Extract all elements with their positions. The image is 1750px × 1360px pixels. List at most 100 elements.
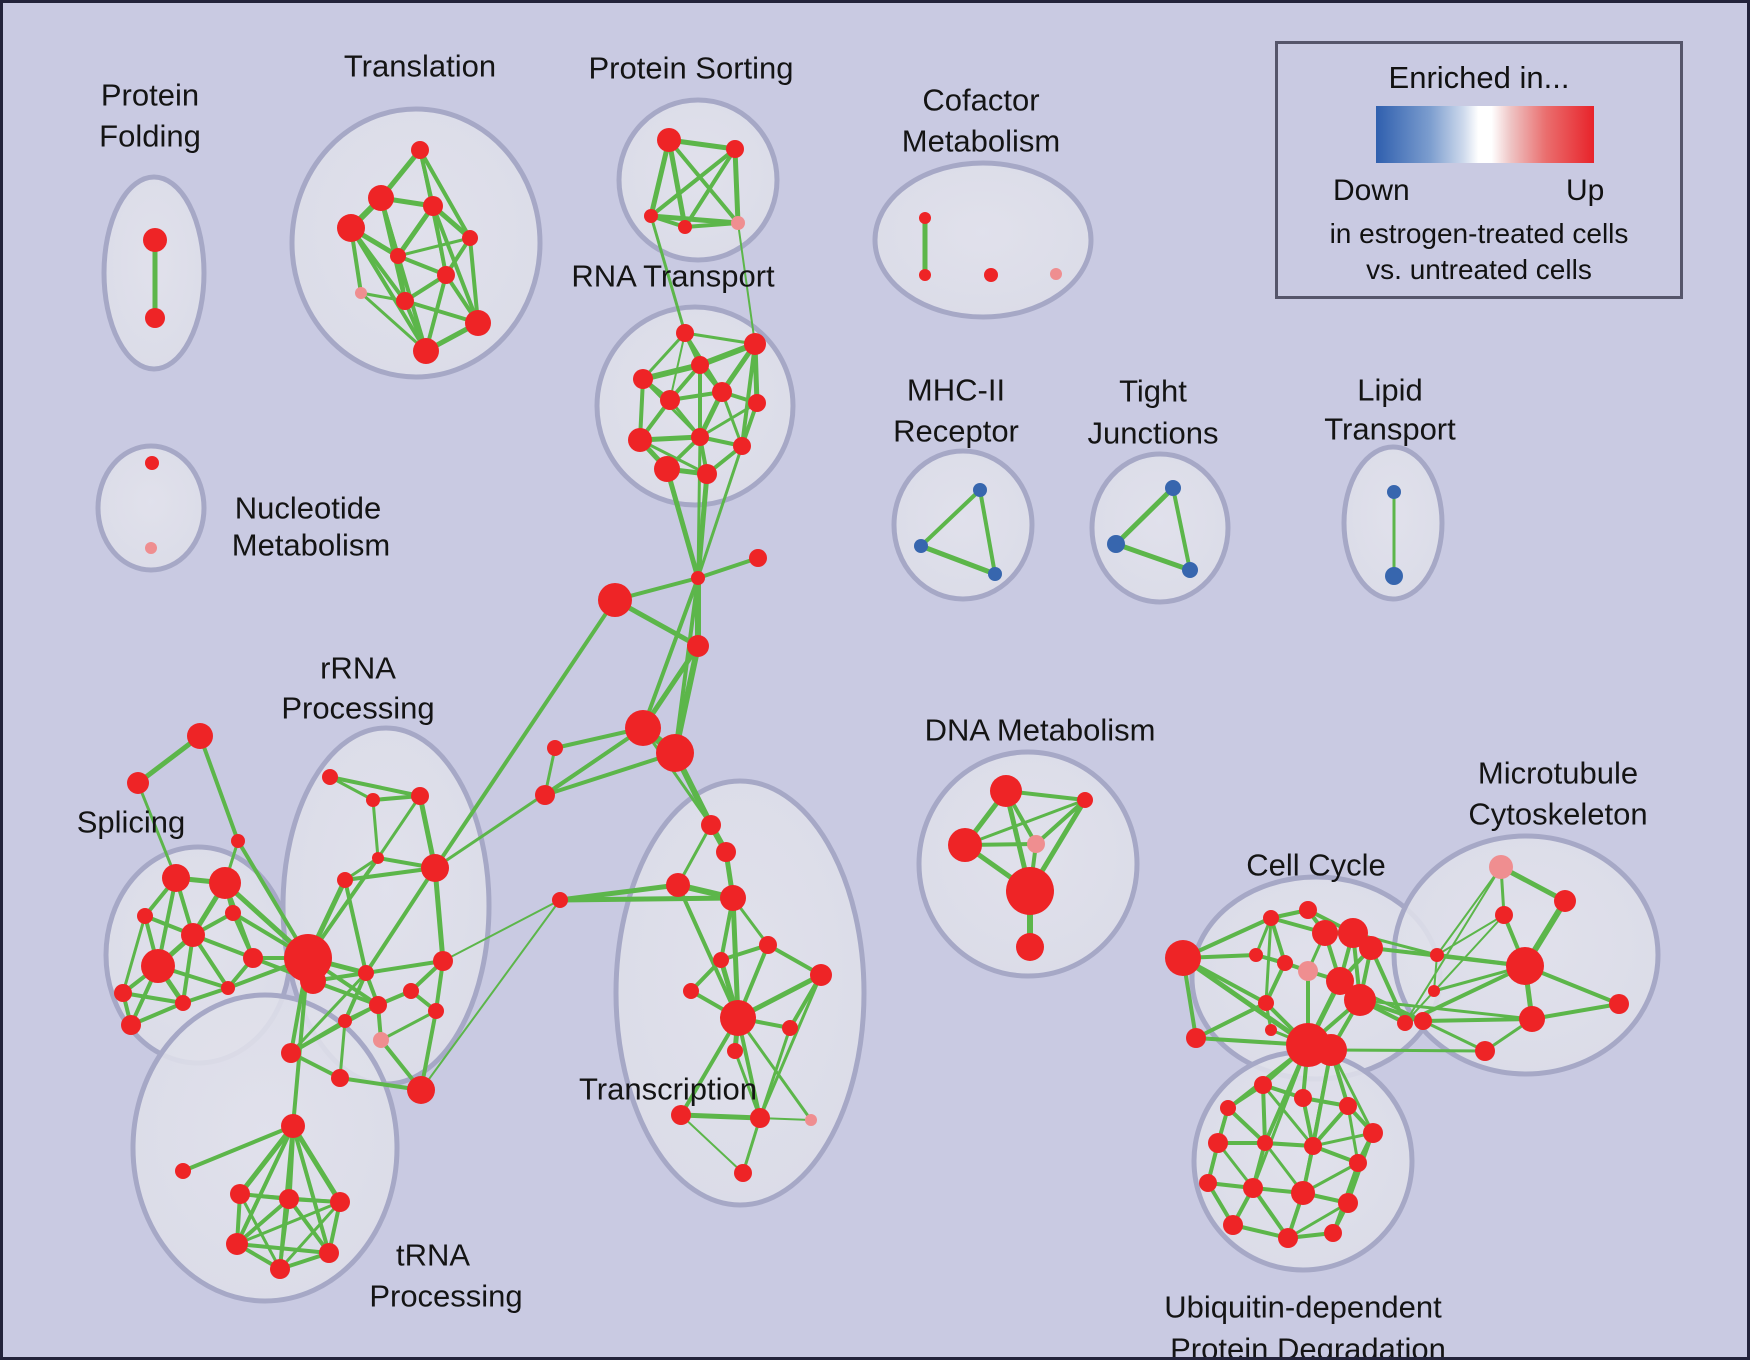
legend-down-label: Down [1333, 174, 1410, 207]
edge-t1-t10 [379, 196, 428, 353]
edge-m0-m1 [919, 488, 982, 548]
gene-set-node-t6 [437, 266, 455, 284]
translation-label-line1: Translation [344, 49, 496, 84]
edge-tc12-tc13 [678, 1112, 763, 1121]
gene-set-node-tc15 [734, 1164, 752, 1182]
edge-tn3-tn4 [235, 1242, 331, 1255]
lipid-transport-label-line2: Transport [1324, 412, 1456, 447]
edge-t6-t10 [424, 273, 448, 353]
gene-set-node-u15 [1324, 1224, 1342, 1242]
edge-cc16-mt2 [1404, 914, 1505, 1024]
edge-rr0-rr2 [328, 775, 422, 798]
edge-ch0-tn0 [237, 1123, 296, 1197]
legend-subtitle-line1: in estrogen-treated cells [1329, 218, 1629, 249]
tight-junctions-ellipse [1089, 451, 1231, 605]
microtubule-cytoskeleton-label-line1: Microtubule [1478, 756, 1638, 791]
gene-set-node-tc4 [552, 892, 568, 908]
legend-up-label: Up [1566, 174, 1605, 207]
gene-set-node-mt4 [1519, 1006, 1545, 1032]
gene-set-node-r7 [628, 428, 652, 452]
gene-set-node-u8 [1349, 1154, 1367, 1172]
gene-set-node-mt5 [1609, 994, 1629, 1014]
legend-box: Enriched in... Down Up in estrogen-treat… [1275, 41, 1683, 299]
gene-set-node-rr1 [366, 793, 380, 807]
edge-s2-s7 [121, 914, 147, 995]
edge-mt0-mt6 [1436, 866, 1502, 956]
nucleotide-metabolism-label-line2: Metabolism [232, 528, 391, 563]
edge-p2-r0 [649, 214, 687, 335]
gene-set-node-rr9 [428, 1003, 444, 1019]
gene-set-node-cc7 [1312, 920, 1338, 946]
gene-set-node-s6 [243, 948, 263, 968]
gene-set-node-cc9 [1359, 936, 1383, 960]
nucleotide-metabolism-ellipse [95, 443, 207, 573]
edge-mt4-mt8 [1421, 1017, 1534, 1023]
gene-set-node-rr13 [281, 1043, 301, 1063]
transcription-ellipse [613, 778, 867, 1208]
edge-mt8-mt9 [1421, 1019, 1487, 1053]
gene-set-node-u9 [1199, 1174, 1217, 1192]
gene-set-node-rr5 [337, 872, 353, 888]
gene-set-node-tc0 [701, 815, 721, 835]
gene-set-node-cc0 [1165, 940, 1201, 976]
edge-cc15-mt9 [1329, 1048, 1487, 1053]
gene-set-node-p1 [726, 140, 744, 158]
edge-rr2-rr3 [376, 794, 422, 860]
gene-set-node-d3 [1027, 835, 1045, 853]
edge-j2-rr4 [433, 598, 617, 870]
gene-set-node-u11 [1291, 1181, 1315, 1205]
edge-mt0-mt1 [1498, 864, 1568, 904]
gene-set-node-u1 [1294, 1089, 1312, 1107]
gene-set-node-r4 [660, 390, 680, 410]
gene-set-node-tj2 [1182, 562, 1198, 578]
gene-set-node-u7 [1304, 1137, 1322, 1155]
gene-set-node-cc12 [1258, 995, 1274, 1011]
splicing-label-line1: Splicing [77, 805, 186, 840]
edge-j4-tc0 [641, 726, 713, 827]
edge-cc14-u10 [1251, 1043, 1310, 1190]
gene-set-node-d0 [990, 775, 1022, 807]
gene-set-node-c0 [919, 212, 931, 224]
edge-cc16-mt0 [1404, 866, 1502, 1024]
gene-set-node-l0 [1387, 485, 1401, 499]
gene-set-node-rr15 [407, 1076, 435, 1104]
gene-set-node-d2 [948, 828, 982, 862]
gene-set-node-r1 [744, 333, 766, 355]
nodes-layer [114, 128, 1629, 1279]
protein-folding-label-line1: Protein [101, 78, 199, 113]
gene-set-node-cc5 [1277, 955, 1293, 971]
gene-set-node-ch1 [175, 1163, 191, 1179]
edge-ch0-tn2 [290, 1123, 343, 1205]
gene-set-node-mt7 [1428, 985, 1440, 997]
gene-set-node-m2 [988, 567, 1002, 581]
gene-set-node-u12 [1338, 1193, 1358, 1213]
edge-r7-r11 [638, 438, 709, 476]
edge-p0-p2 [648, 137, 672, 219]
gene-set-node-p0 [657, 128, 681, 152]
gene-set-node-s0 [162, 864, 190, 892]
gene-set-node-h0 [284, 934, 332, 982]
gene-set-node-r0 [676, 324, 694, 342]
edge-m0-m2 [978, 488, 997, 576]
edge-p1-p4 [732, 146, 741, 226]
gene-set-node-t9 [465, 310, 491, 336]
edge-tc4-rr7 [442, 899, 561, 962]
edge-p2-p4 [648, 213, 741, 226]
gene-set-node-tc14 [805, 1114, 817, 1126]
gene-set-node-cc10 [1326, 967, 1354, 995]
gene-set-node-u0 [1254, 1076, 1272, 1094]
cofactor-metabolism-label-line1: Cofactor [922, 83, 1039, 118]
gene-set-node-tc7 [810, 964, 832, 986]
edge-cc1-cc12 [1194, 1001, 1268, 1040]
edge-t2-t4 [395, 203, 436, 259]
trna-processing-label-line2: Processing [369, 1279, 522, 1314]
gene-set-node-mt8 [1414, 1012, 1432, 1030]
edge-cc9-mt3 [1369, 946, 1527, 968]
gene-set-node-j3 [687, 635, 709, 657]
gene-set-node-j2 [598, 583, 632, 617]
cofactor-metabolism-ellipse [872, 160, 1094, 320]
gene-set-node-s4 [181, 923, 205, 947]
dna-metabolism-label-line1: DNA Metabolism [925, 713, 1156, 748]
gene-set-node-j5 [656, 734, 694, 772]
gene-set-node-j6 [547, 740, 563, 756]
